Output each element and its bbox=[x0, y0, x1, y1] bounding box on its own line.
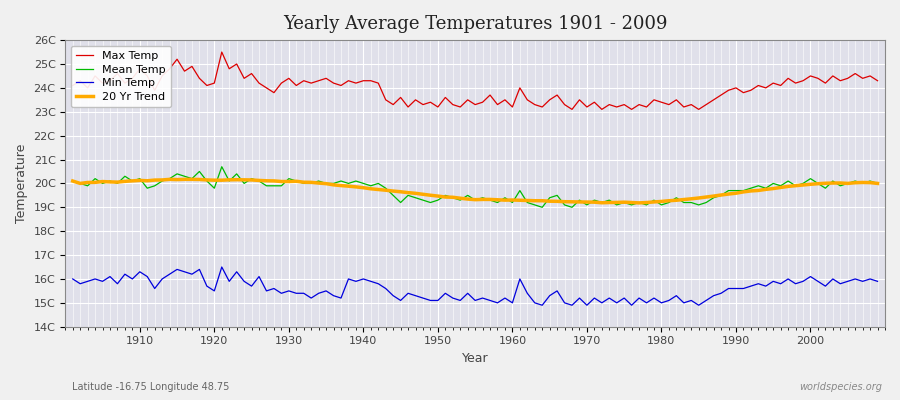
X-axis label: Year: Year bbox=[462, 352, 489, 365]
20 Yr Trend bbox=[343, 184, 354, 188]
Mean Temp bbox=[298, 181, 309, 186]
Mean Temp bbox=[611, 202, 622, 207]
Text: Latitude -16.75 Longitude 48.75: Latitude -16.75 Longitude 48.75 bbox=[72, 382, 230, 392]
20 Yr Trend bbox=[68, 179, 78, 184]
Max Temp bbox=[127, 76, 138, 81]
Min Temp bbox=[68, 276, 78, 281]
Mean Temp bbox=[515, 188, 526, 193]
Min Temp bbox=[343, 276, 354, 281]
Line: 20 Yr Trend: 20 Yr Trend bbox=[73, 179, 878, 203]
Mean Temp bbox=[507, 200, 517, 205]
Line: Mean Temp: Mean Temp bbox=[73, 167, 878, 207]
Text: worldspecies.org: worldspecies.org bbox=[799, 382, 882, 392]
20 Yr Trend bbox=[515, 198, 526, 203]
Max Temp bbox=[68, 83, 78, 88]
Legend: Max Temp, Mean Temp, Min Temp, 20 Yr Trend: Max Temp, Mean Temp, Min Temp, 20 Yr Tre… bbox=[71, 46, 171, 107]
20 Yr Trend bbox=[507, 198, 517, 202]
20 Yr Trend bbox=[298, 180, 309, 185]
Min Temp bbox=[536, 303, 547, 308]
20 Yr Trend bbox=[127, 178, 138, 183]
Min Temp bbox=[298, 291, 309, 296]
Min Temp bbox=[216, 265, 227, 270]
Max Temp bbox=[567, 107, 578, 112]
Y-axis label: Temperature: Temperature bbox=[15, 144, 28, 223]
Mean Temp bbox=[872, 181, 883, 186]
Max Temp bbox=[872, 78, 883, 83]
Max Temp bbox=[507, 104, 517, 109]
Max Temp bbox=[343, 78, 354, 83]
20 Yr Trend bbox=[164, 177, 175, 182]
Title: Yearly Average Temperatures 1901 - 2009: Yearly Average Temperatures 1901 - 2009 bbox=[283, 15, 668, 33]
Min Temp bbox=[515, 276, 526, 281]
Max Temp bbox=[515, 86, 526, 90]
Max Temp bbox=[216, 50, 227, 54]
Min Temp bbox=[872, 279, 883, 284]
Mean Temp bbox=[216, 164, 227, 169]
20 Yr Trend bbox=[634, 200, 644, 205]
Mean Temp bbox=[127, 179, 138, 184]
Mean Temp bbox=[343, 181, 354, 186]
Min Temp bbox=[127, 276, 138, 281]
Line: Max Temp: Max Temp bbox=[73, 52, 878, 109]
Min Temp bbox=[611, 300, 622, 305]
Line: Min Temp: Min Temp bbox=[73, 267, 878, 305]
Mean Temp bbox=[68, 179, 78, 184]
Mean Temp bbox=[536, 205, 547, 210]
20 Yr Trend bbox=[872, 181, 883, 186]
20 Yr Trend bbox=[604, 200, 615, 205]
Min Temp bbox=[507, 300, 517, 305]
Max Temp bbox=[298, 78, 309, 83]
Max Temp bbox=[611, 104, 622, 109]
